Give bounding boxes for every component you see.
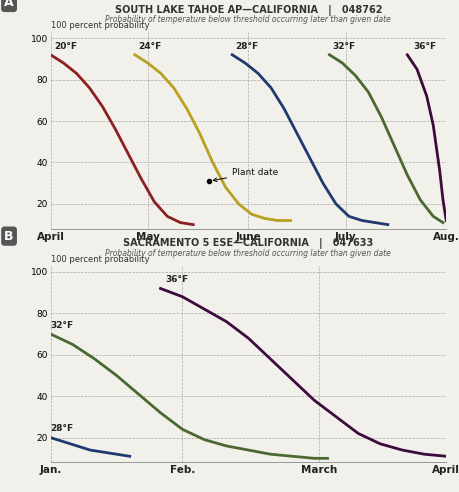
Title: SOUTH LAKE TAHOE AP—CALIFORNIA   |   048762: SOUTH LAKE TAHOE AP—CALIFORNIA | 048762	[114, 4, 381, 16]
Text: 32°F: 32°F	[50, 321, 73, 330]
Text: Probability of temperature below threshold occurring later than given date: Probability of temperature below thresho…	[105, 249, 391, 258]
Text: 36°F: 36°F	[413, 42, 436, 51]
Text: Plant date: Plant date	[213, 168, 278, 182]
Text: 28°F: 28°F	[50, 425, 73, 433]
Text: 32°F: 32°F	[332, 42, 355, 51]
Text: 100 percent probability: 100 percent probability	[50, 21, 149, 30]
Text: 28°F: 28°F	[235, 42, 258, 51]
Title: SACRAMENTO 5 ESE—CALIFORNIA   |   047633: SACRAMENTO 5 ESE—CALIFORNIA | 047633	[123, 238, 373, 249]
Text: 20°F: 20°F	[54, 42, 77, 51]
Text: Probability of temperature below threshold occurring later than given date: Probability of temperature below thresho…	[105, 15, 391, 24]
Text: 100 percent probability: 100 percent probability	[50, 255, 149, 264]
Text: B: B	[4, 230, 14, 243]
Text: 24°F: 24°F	[138, 42, 161, 51]
Text: A: A	[4, 0, 14, 9]
Text: 36°F: 36°F	[164, 276, 188, 284]
